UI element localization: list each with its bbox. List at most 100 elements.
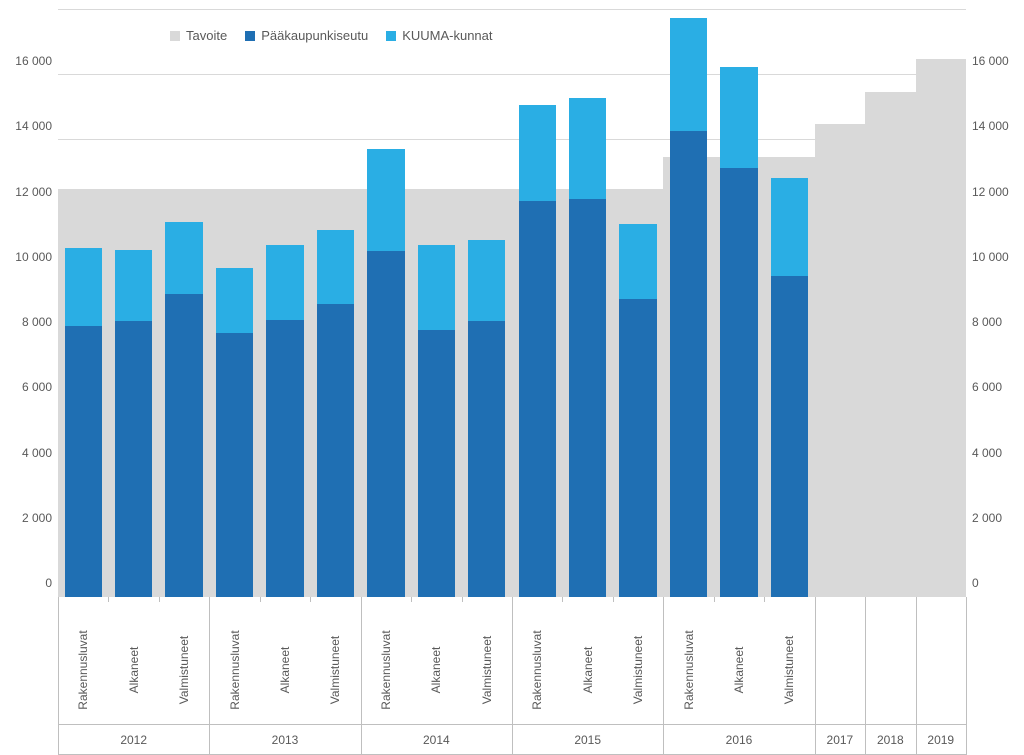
x-sub-tick	[764, 597, 765, 602]
y-tick-label-left: 0	[0, 576, 58, 590]
x-year-separator	[663, 597, 664, 755]
bar-paakaupunkiseutu	[720, 168, 757, 597]
target-bar	[916, 59, 966, 597]
y-tick-label-left: 10 000	[0, 250, 58, 264]
bar-kuuma-kunnat	[670, 18, 707, 131]
y-tick-label-left: 16 000	[0, 54, 58, 68]
legend-swatch	[245, 31, 255, 41]
x-year-label: 2014	[361, 733, 512, 747]
x-sub-tick	[310, 597, 311, 602]
y-tick-label-right: 2 000	[966, 511, 1024, 525]
bar-kuuma-kunnat	[468, 240, 505, 322]
bar-paakaupunkiseutu	[418, 330, 455, 597]
y-tick-label-left: 4 000	[0, 446, 58, 460]
bar-kuuma-kunnat	[65, 248, 102, 326]
y-tick-label-left: 6 000	[0, 380, 58, 394]
x-year-label: 2017	[815, 733, 865, 747]
x-year-separator	[361, 597, 362, 755]
y-tick-label-right: 10 000	[966, 250, 1024, 264]
x-sub-label: Valmistuneet	[480, 636, 494, 704]
plot-area	[58, 10, 966, 597]
y-tick-label-right: 4 000	[966, 446, 1024, 460]
bar-kuuma-kunnat	[418, 245, 455, 330]
y-tick-label-left: 12 000	[0, 185, 58, 199]
bar-paakaupunkiseutu	[468, 321, 505, 597]
bar-kuuma-kunnat	[771, 178, 808, 276]
x-sub-label: Alkaneet	[581, 647, 595, 694]
legend: Tavoite Pääkaupunkiseutu KUUMA-kunnat	[170, 28, 493, 43]
y-tick-label-right: 14 000	[966, 119, 1024, 133]
bar-kuuma-kunnat	[619, 224, 656, 299]
bar-kuuma-kunnat	[165, 222, 202, 294]
x-year-separator	[865, 597, 866, 755]
legend-item: Pääkaupunkiseutu	[245, 28, 368, 43]
x-year-label: 2015	[512, 733, 663, 747]
x-sub-tick	[714, 597, 715, 602]
x-sub-label: Valmistuneet	[177, 636, 191, 704]
x-sub-tick	[613, 597, 614, 602]
y-tick-label-left: 2 000	[0, 511, 58, 525]
x-sub-label: Alkaneet	[732, 647, 746, 694]
y-tick-label-right: 18 000	[966, 0, 1024, 3]
bar-paakaupunkiseutu	[367, 251, 404, 597]
x-year-separator	[58, 597, 59, 755]
legend-label: KUUMA-kunnat	[402, 28, 492, 43]
x-sub-tick	[159, 597, 160, 602]
legend-label: Tavoite	[186, 28, 227, 43]
x-year-label: 2016	[663, 733, 814, 747]
x-year-separator	[815, 597, 816, 755]
bar-paakaupunkiseutu	[115, 321, 152, 597]
legend-item: Tavoite	[170, 28, 227, 43]
x-sub-label: Rakennusluvat	[682, 630, 696, 709]
x-sub-tick	[462, 597, 463, 602]
legend-swatch	[386, 31, 396, 41]
x-sub-label: Valmistuneet	[328, 636, 342, 704]
y-tick-label-left: 8 000	[0, 315, 58, 329]
y-tick-label-right: 0	[966, 576, 1024, 590]
bar-kuuma-kunnat	[367, 149, 404, 252]
x-sub-tick	[108, 597, 109, 602]
x-sub-label: Valmistuneet	[631, 636, 645, 704]
x-year-separator	[966, 597, 967, 755]
bar-paakaupunkiseutu	[165, 294, 202, 597]
y-tick-label-left: 14 000	[0, 119, 58, 133]
x-year-label: 2019	[916, 733, 966, 747]
x-sub-label: Alkaneet	[429, 647, 443, 694]
x-year-label: 2012	[58, 733, 209, 747]
y-tick-label-right: 12 000	[966, 185, 1024, 199]
x-year-label: 2018	[865, 733, 915, 747]
bar-paakaupunkiseutu	[670, 131, 707, 597]
bar-paakaupunkiseutu	[65, 326, 102, 597]
bar-paakaupunkiseutu	[216, 333, 253, 597]
bar-paakaupunkiseutu	[569, 199, 606, 597]
bar-paakaupunkiseutu	[519, 201, 556, 597]
x-sub-tick	[411, 597, 412, 602]
y-axis-right: 02 0004 0006 0008 00010 00012 00014 0001…	[966, 10, 1024, 597]
x-sub-label: Alkaneet	[127, 647, 141, 694]
bar-kuuma-kunnat	[569, 98, 606, 199]
target-bar	[815, 124, 865, 597]
x-sub-tick	[562, 597, 563, 602]
x-sub-label: Rakennusluvat	[76, 630, 90, 709]
x-sub-tick	[260, 597, 261, 602]
y-axis-left: 0 2 000 4 000 6 000 8 000 10 000 12 000 14 000 1…	[0, 10, 58, 597]
y-tick-label-left: 18 000	[0, 0, 58, 3]
grid-line	[58, 74, 966, 75]
x-sub-label: Alkaneet	[278, 647, 292, 694]
bar-paakaupunkiseutu	[619, 299, 656, 597]
bar-kuuma-kunnat	[519, 105, 556, 201]
bar-kuuma-kunnat	[266, 245, 303, 320]
bar-paakaupunkiseutu	[317, 304, 354, 598]
x-sub-label: Rakennusluvat	[530, 630, 544, 709]
x-sub-label: Rakennusluvat	[379, 630, 393, 709]
bar-kuuma-kunnat	[115, 250, 152, 321]
bar-kuuma-kunnat	[720, 67, 757, 168]
bar-paakaupunkiseutu	[266, 320, 303, 597]
x-year-separator	[209, 597, 210, 755]
bar-kuuma-kunnat	[216, 268, 253, 333]
x-year-label: 2013	[209, 733, 360, 747]
x-sub-label: Rakennusluvat	[228, 630, 242, 709]
legend-label: Pääkaupunkiseutu	[261, 28, 368, 43]
bar-paakaupunkiseutu	[771, 276, 808, 597]
chart-root: 0 2 000 4 000 6 000 8 000 10 000 12 000 14 000 1…	[0, 0, 1024, 755]
